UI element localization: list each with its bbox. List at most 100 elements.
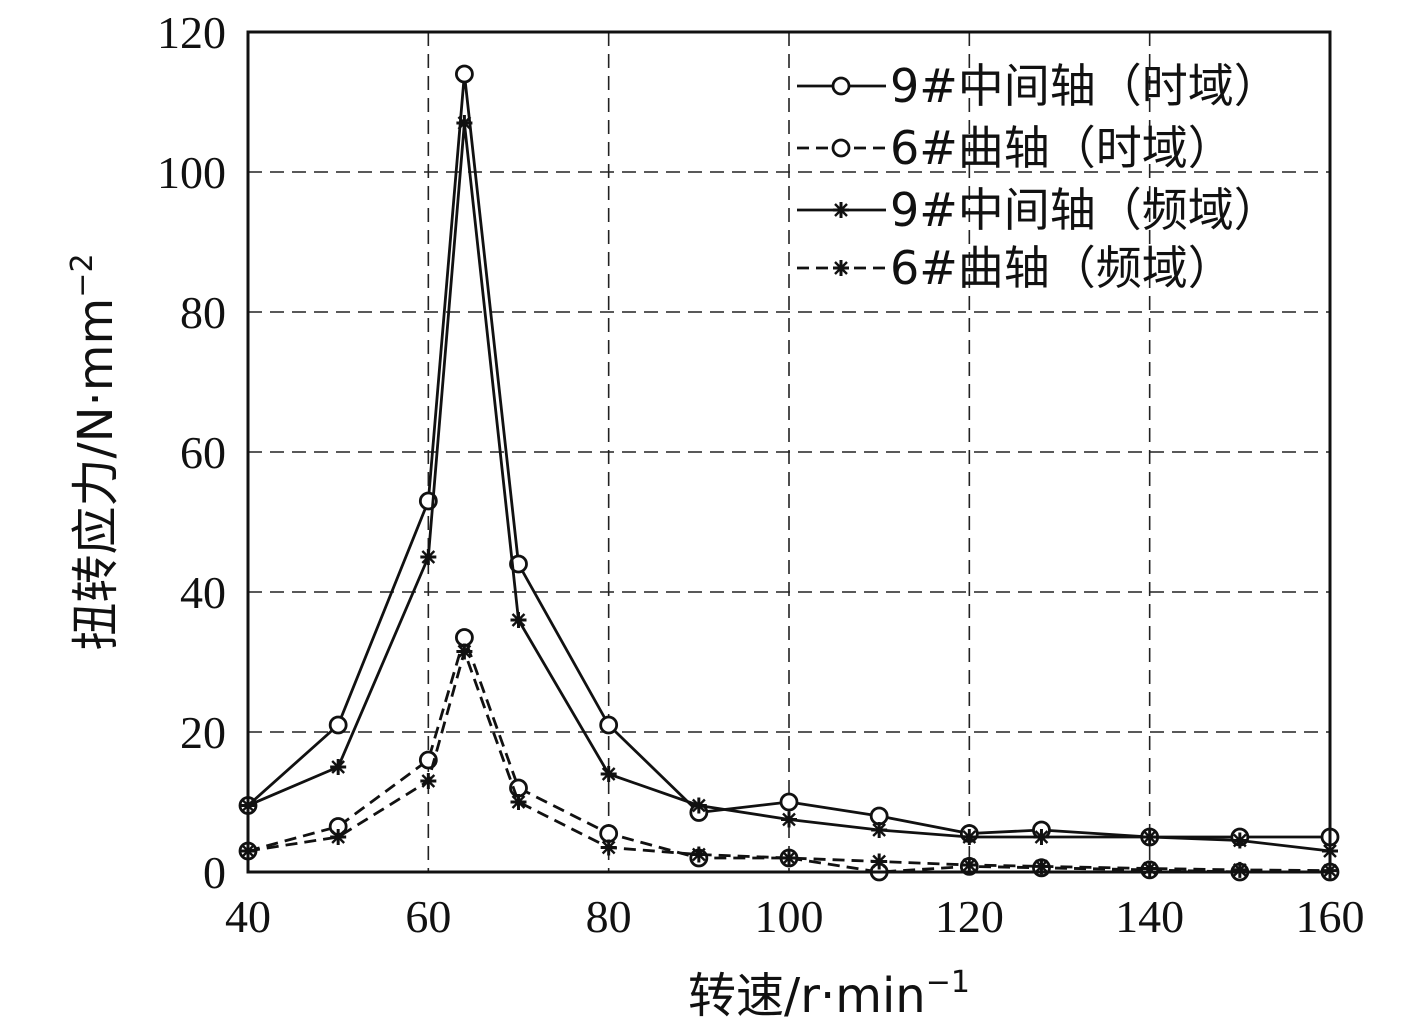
data-point <box>1141 829 1158 845</box>
legend-marker-symbol <box>831 138 851 158</box>
series-line <box>247 650 1331 872</box>
y-tick-label: 60 <box>180 427 226 478</box>
data-point <box>454 628 474 647</box>
star-stroke <box>601 767 616 781</box>
series-line <box>247 121 1331 853</box>
data-point <box>600 839 617 856</box>
data-point <box>961 829 978 845</box>
star-stroke <box>834 261 848 275</box>
star-stroke <box>782 851 796 865</box>
data-point <box>1231 861 1248 878</box>
data-point <box>420 549 437 565</box>
series-2 <box>240 115 1338 859</box>
x-tick-label: 40 <box>225 891 271 942</box>
x-axis-label-sup: −1 <box>926 965 970 1000</box>
star-stroke <box>421 774 436 788</box>
data-point <box>456 115 473 131</box>
star-stroke <box>601 840 616 855</box>
star-stroke <box>782 812 796 827</box>
star-stroke <box>511 613 526 627</box>
star-stroke <box>1232 833 1247 848</box>
data-point <box>420 773 437 789</box>
series-line <box>247 636 1330 874</box>
y-axis-label-sup: −2 <box>65 253 100 297</box>
data-point <box>779 792 799 812</box>
star-stroke <box>331 760 346 774</box>
legend-marker-symbol <box>833 260 849 276</box>
x-tick-label: 60 <box>405 891 451 942</box>
star-stroke <box>962 858 977 872</box>
star-stroke <box>421 550 436 564</box>
data-point <box>1141 860 1158 877</box>
x-tick-label: 100 <box>755 891 824 942</box>
legend-label: 6#曲轴（时域） <box>890 121 1234 175</box>
star-stroke <box>511 795 526 809</box>
x-tick-label: 80 <box>586 891 632 942</box>
data-point <box>599 824 619 843</box>
data-point <box>781 850 797 866</box>
data-point <box>456 643 473 660</box>
data-point <box>330 829 347 845</box>
legend-entry: 6#曲轴（时域） <box>797 121 1234 175</box>
data-point <box>871 853 888 870</box>
data-point <box>510 794 527 810</box>
legend-label: 6#曲轴（频域） <box>890 241 1234 295</box>
x-tick-label: 120 <box>935 891 1004 942</box>
star-stroke <box>872 823 887 837</box>
data-point <box>690 797 707 814</box>
y-tick-label: 20 <box>180 707 226 758</box>
y-axis-label-main: 扭转应力/N·mm <box>68 298 124 651</box>
legend-entry: 9#中间轴（时域） <box>797 59 1280 113</box>
y-tick-label: 100 <box>157 147 226 198</box>
star-stroke <box>962 830 977 844</box>
legend-entry: 9#中间轴（频域） <box>797 183 1280 237</box>
x-tick-label: 140 <box>1115 891 1184 942</box>
plot-frame <box>246 30 1332 874</box>
legend-marker <box>833 260 849 276</box>
data-point <box>869 806 889 826</box>
star-stroke <box>834 203 848 217</box>
y-tick-label: 0 <box>203 847 226 898</box>
legend-marker <box>831 138 851 158</box>
data-point <box>961 857 978 873</box>
y-tick-label: 40 <box>180 567 226 618</box>
legend-label: 9#中间轴（频域） <box>890 183 1280 237</box>
star-stroke <box>691 798 706 813</box>
star-stroke <box>331 830 346 844</box>
star-stroke <box>1142 830 1157 844</box>
data-point <box>599 715 619 735</box>
star-stroke <box>457 116 472 130</box>
data-point <box>510 612 527 628</box>
legend-marker-symbol <box>833 202 849 218</box>
grid <box>248 32 1330 872</box>
y-axis-label: 扭转应力/N·mm−2 <box>65 253 124 650</box>
legend-label: 9#中间轴（时域） <box>890 59 1280 113</box>
data-point <box>328 715 348 735</box>
series-3 <box>240 643 1338 879</box>
star-stroke <box>1232 863 1247 877</box>
data-point <box>1231 832 1248 849</box>
data-point <box>781 811 797 828</box>
star-stroke <box>1034 830 1049 844</box>
y-tick-label: 120 <box>157 7 226 58</box>
legend-marker-symbol <box>831 76 851 96</box>
legend: 9#中间轴（时域） 6#曲轴（时域） 9#中间轴（频域） 6#曲轴（频域） <box>797 59 1280 295</box>
y-tick-label: 80 <box>180 287 226 338</box>
star-stroke <box>872 854 887 869</box>
data-point <box>454 64 474 84</box>
legend-marker <box>831 76 851 96</box>
x-tick-label: 160 <box>1296 891 1365 942</box>
tick-labels: 40 60 80 100 120 140 160 0 20 40 60 80 100 120 <box>157 7 1365 942</box>
x-axis-label: 转速/r·min−1 <box>688 965 970 1024</box>
data-point <box>330 759 347 775</box>
star-stroke <box>457 644 472 659</box>
data-point <box>600 766 617 782</box>
data-point <box>871 822 888 838</box>
data-point <box>690 846 707 863</box>
data-point <box>1033 829 1050 845</box>
x-axis-label-main: 转速/r·min <box>688 968 926 1024</box>
series-1 <box>238 628 1340 882</box>
star-stroke <box>691 847 706 862</box>
data-point <box>509 554 528 574</box>
